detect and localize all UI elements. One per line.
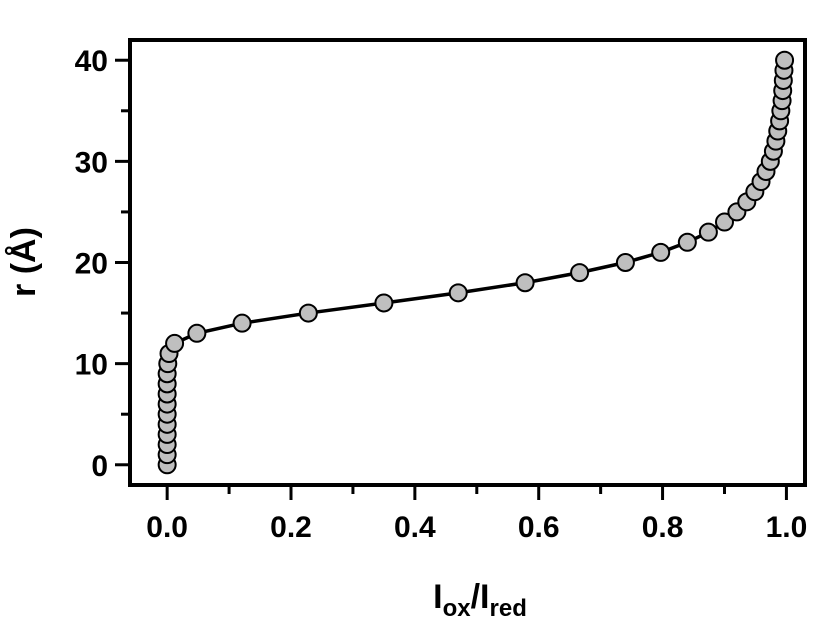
x-tick-label: 0.2 [270,511,312,544]
data-point [187,323,207,343]
data-point [298,303,318,323]
data-point [775,50,795,70]
tick-labels: 0.0 0.2 0.4 0.6 0.8 1.0 0 10 20 30 40 [75,45,808,544]
x-tick-label: 0.4 [394,511,436,544]
y-axis-label: r (Å) [5,227,43,297]
data-point [651,242,671,262]
y-tick-label: 10 [75,349,108,382]
data-points [157,50,795,475]
x-tick-label: 0.8 [642,511,684,544]
x-axis-label-sub2: red [490,595,527,622]
series-line [165,60,787,465]
x-tick-label: 0.6 [518,511,560,544]
data-point [448,283,468,303]
plot-frame [128,38,807,487]
data-point [232,313,252,333]
data-point [714,212,734,232]
x-tick-label: 1.0 [766,511,808,544]
y-tick-label: 0 [91,450,108,483]
x-tick-label: 0.0 [146,511,188,544]
x-axis-label: Iox/Ired [433,578,527,622]
x-axis-label-sep: /I [471,578,490,616]
x-axis-label-main: I [433,578,442,616]
data-point [615,253,635,272]
y-tick-label: 20 [75,248,108,281]
data-point [165,333,185,353]
data-point [698,222,718,242]
data-point [677,232,697,252]
x-axis-label-sub1: ox [443,595,472,622]
data-point [570,263,590,283]
y-tick-label: 30 [75,146,108,179]
axis-ticks [115,58,788,500]
data-point [515,273,535,293]
y-tick-label: 40 [75,45,108,78]
data-point [374,293,394,313]
